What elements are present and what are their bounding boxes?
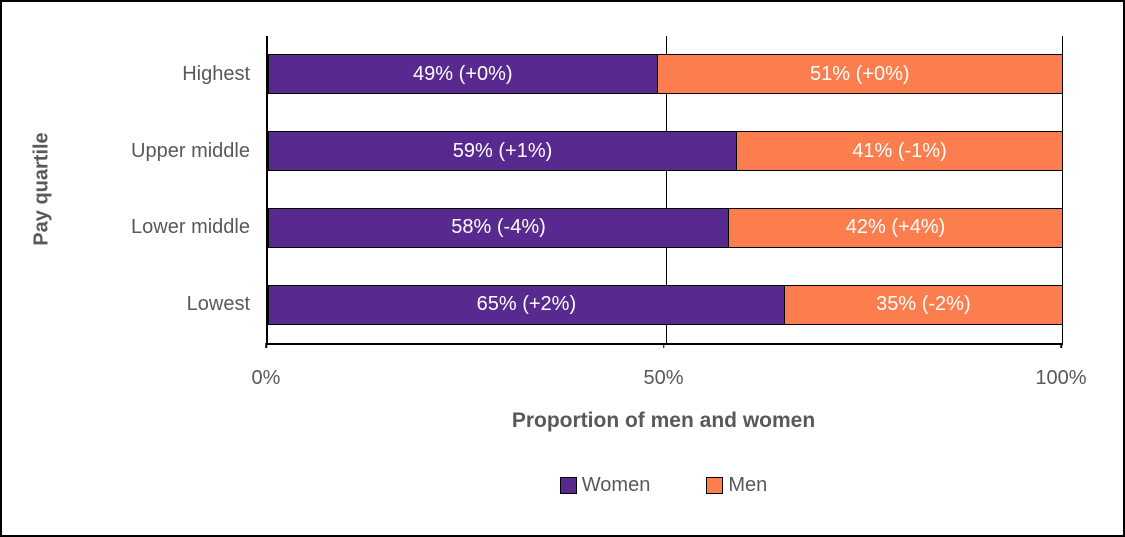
x-tick-labels: 0% 50% 100% (252, 366, 1087, 390)
gridline-100pct (1061, 36, 1063, 343)
bar-segment-women: 59% (+1%) (268, 131, 738, 172)
legend: Women Men (266, 474, 1061, 496)
legend-swatch-women (559, 476, 577, 494)
tick-mark-0 (265, 343, 267, 348)
bar-row: 58% (-4%) 42% (+4%) (268, 190, 1063, 267)
category-label: Lowest (186, 293, 250, 316)
legend-item-women: Women (559, 473, 651, 497)
stacked-bar: 65% (+2%) 35% (-2%) (268, 284, 1063, 325)
data-label: 41% (-1%) (852, 139, 947, 162)
x-tick-label: 0% (251, 367, 281, 389)
stacked-bar: 58% (-4%) 42% (+4%) (268, 207, 1063, 248)
legend-label: Women (581, 473, 651, 496)
plot-area: 49% (+0%) 51% (+0%) 59% (+1%) 41% (-1%) 58% … (266, 36, 1063, 345)
bar-rows: 49% (+0%) 51% (+0%) 59% (+1%) 41% (-1%) 58% … (268, 36, 1063, 343)
tick-mark-50 (662, 343, 665, 348)
bar-segment-men: 51% (+0%) (657, 54, 1063, 95)
bar-segment-women: 58% (-4%) (268, 207, 730, 248)
bar-segment-men: 41% (-1%) (737, 131, 1063, 172)
bar-segment-men: 42% (+4%) (729, 207, 1063, 248)
data-label: 35% (-2%) (876, 293, 971, 316)
bar-segment-men: 35% (-2%) (784, 284, 1063, 325)
data-label: 42% (+4%) (845, 216, 946, 239)
stacked-bar: 49% (+0%) 51% (+0%) (268, 54, 1063, 95)
x-axis-title: Proportion of men and women (511, 409, 816, 432)
bar-row: 59% (+1%) 41% (-1%) (268, 113, 1063, 190)
data-label: 59% (+1%) (452, 139, 553, 162)
legend-swatch-men (706, 476, 724, 494)
data-label: 58% (-4%) (451, 216, 546, 239)
tick-mark-100 (1060, 343, 1062, 348)
stacked-bar: 59% (+1%) 41% (-1%) (268, 131, 1063, 172)
category-label: Upper middle (131, 139, 250, 162)
x-axis-tick-marks (265, 343, 1062, 349)
data-label: 51% (+0%) (810, 62, 910, 85)
category-label: Highest (182, 62, 250, 85)
category-labels: Highest Upper middle Lower middle Lowest (2, 36, 250, 343)
data-label: 65% (+2%) (476, 293, 577, 316)
category-label: Lower middle (131, 216, 250, 239)
bar-segment-women: 65% (+2%) (268, 284, 785, 325)
bar-row: 65% (+2%) 35% (-2%) (268, 266, 1063, 343)
bar-row: 49% (+0%) 51% (+0%) (268, 36, 1063, 113)
gridline-50pct (665, 36, 667, 343)
x-tick-label: 100% (1035, 367, 1087, 389)
legend-item-men: Men (706, 474, 767, 497)
data-label: 49% (+0%) (413, 62, 513, 85)
bar-segment-women: 49% (+0%) (268, 54, 658, 95)
legend-label: Men (728, 473, 768, 496)
x-tick-label: 50% (643, 367, 684, 389)
